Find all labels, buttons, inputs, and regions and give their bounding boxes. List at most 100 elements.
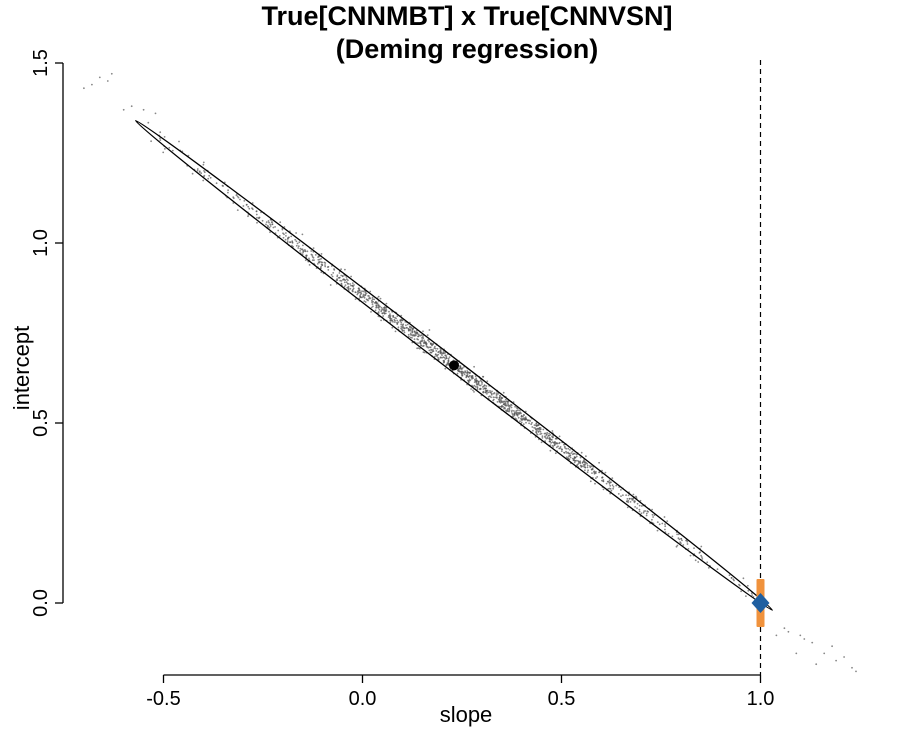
bootstrap-point — [479, 388, 482, 390]
bootstrap-point — [635, 495, 637, 498]
bootstrap-outlier-point — [154, 112, 157, 115]
y-tick-label: 1.0 — [30, 229, 52, 257]
bootstrap-point — [632, 493, 635, 496]
bootstrap-outlier-point — [106, 80, 109, 82]
bootstrap-point — [466, 373, 469, 376]
bootstrap-point — [551, 430, 554, 432]
bootstrap-point — [421, 340, 423, 343]
bootstrap-point — [178, 140, 180, 143]
bootstrap-point — [537, 431, 540, 433]
bootstrap-point — [555, 437, 558, 440]
bootstrap-point — [349, 287, 352, 290]
bootstrap-point — [356, 293, 359, 296]
bootstrap-point — [602, 480, 605, 483]
bootstrap-point — [531, 426, 534, 428]
bootstrap-point — [391, 319, 394, 322]
bootstrap-point — [255, 210, 258, 213]
bootstrap-point — [442, 352, 444, 355]
bootstrap-point — [430, 348, 432, 351]
bootstrap-point — [633, 500, 635, 502]
bootstrap-point — [320, 271, 323, 274]
bootstrap-point — [424, 341, 427, 344]
bootstrap-point — [347, 279, 349, 282]
bootstrap-point — [400, 321, 403, 324]
bootstrap-point — [439, 351, 442, 353]
bootstrap-point — [364, 301, 367, 303]
bootstrap-point — [550, 442, 552, 444]
bootstrap-point — [379, 297, 382, 300]
bootstrap-point — [540, 432, 543, 435]
bootstrap-point — [418, 347, 421, 350]
bootstrap-point — [358, 291, 361, 294]
bootstrap-point — [378, 308, 381, 311]
bootstrap-point — [666, 520, 669, 522]
bootstrap-point — [535, 431, 537, 433]
x-axis: -0.5 0.0 0.5 1.0 — [146, 674, 774, 710]
bootstrap-point — [458, 367, 460, 370]
bootstrap-point — [417, 342, 419, 344]
bootstrap-point — [515, 418, 518, 421]
bootstrap-point — [486, 380, 489, 383]
bootstrap-point — [299, 250, 301, 252]
bootstrap-point — [521, 419, 523, 422]
bootstrap-point — [340, 274, 343, 277]
bootstrap-point — [400, 323, 403, 326]
bootstrap-point — [434, 353, 437, 356]
bootstrap-point — [609, 484, 612, 487]
bootstrap-outlier-point — [831, 645, 833, 648]
bootstrap-point — [420, 344, 422, 346]
bootstrap-point — [368, 297, 370, 300]
bootstrap-point — [542, 428, 545, 431]
bootstrap-point — [716, 568, 719, 570]
bootstrap-point — [549, 449, 552, 452]
bootstrap-point — [436, 354, 438, 357]
bootstrap-point — [316, 263, 319, 265]
bootstrap-point — [652, 516, 654, 518]
bootstrap-point — [340, 282, 343, 285]
bootstrap-point — [697, 561, 700, 563]
bootstrap-point — [639, 499, 642, 502]
bootstrap-point — [482, 375, 484, 378]
bootstrap-point — [444, 367, 447, 370]
bootstrap-point — [381, 308, 384, 310]
bootstrap-point — [610, 489, 613, 492]
bootstrap-point — [469, 379, 472, 382]
bootstrap-point — [620, 495, 622, 497]
bootstrap-point — [196, 169, 199, 172]
bootstrap-point — [429, 342, 432, 345]
bootstrap-point — [491, 390, 493, 393]
bootstrap-point — [313, 259, 315, 261]
bootstrap-point — [202, 163, 205, 166]
bootstrap-point — [354, 298, 357, 300]
bootstrap-point — [377, 307, 380, 309]
bootstrap-point — [640, 505, 643, 507]
bootstrap-point — [285, 235, 287, 237]
bootstrap-point — [593, 471, 595, 473]
bootstrap-point — [447, 360, 450, 363]
bootstrap-point — [255, 213, 258, 216]
chart-title: True[CNNMBT] x True[CNNVSN] — [261, 1, 672, 31]
bootstrap-point — [569, 454, 572, 457]
bootstrap-point — [265, 221, 268, 224]
bootstrap-point — [678, 538, 681, 541]
bootstrap-point — [317, 261, 320, 264]
bootstrap-point — [203, 174, 206, 177]
bootstrap-point — [385, 302, 388, 305]
bootstrap-point — [601, 479, 603, 482]
bootstrap-point — [584, 469, 586, 472]
point-estimate — [449, 360, 460, 371]
bootstrap-point — [495, 394, 498, 397]
bootstrap-point — [413, 334, 415, 337]
bootstrap-point — [626, 500, 628, 503]
bootstrap-point — [738, 584, 741, 587]
bootstrap-point — [323, 261, 326, 264]
bootstrap-point — [629, 501, 632, 503]
bootstrap-point — [580, 465, 583, 467]
bootstrap-point — [306, 250, 309, 253]
bootstrap-point — [295, 240, 298, 243]
bootstrap-point — [380, 310, 383, 313]
bootstrap-point — [628, 497, 631, 500]
bootstrap-point — [320, 265, 322, 268]
bootstrap-point — [437, 356, 439, 359]
